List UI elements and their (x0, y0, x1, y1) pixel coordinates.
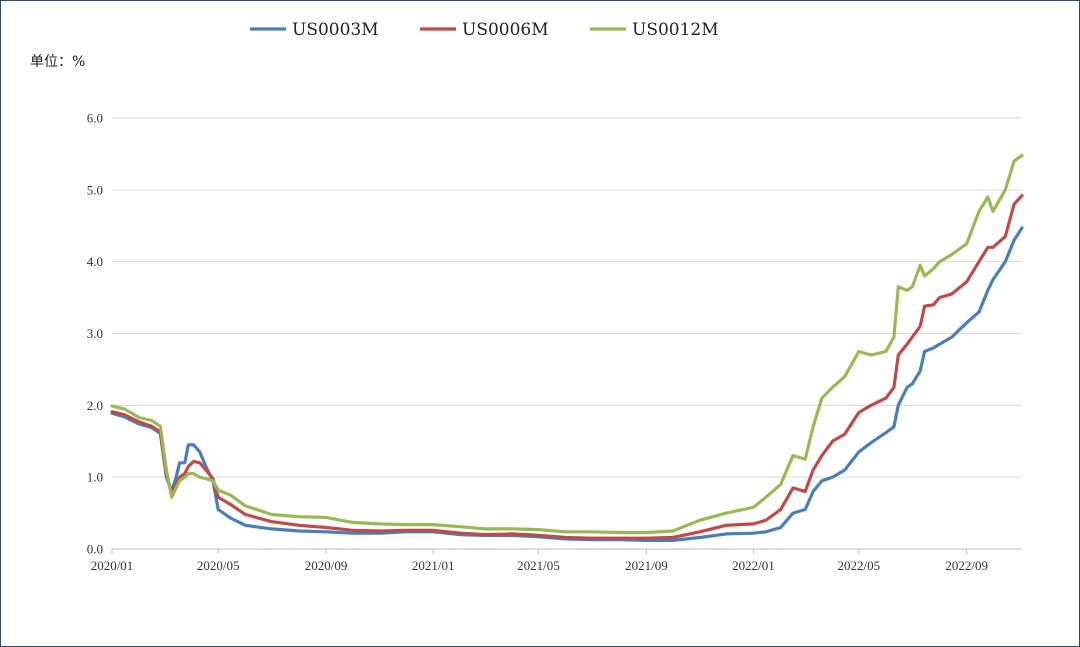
y-tick-label: 5.0 (87, 182, 103, 197)
series-line-us0006m (110, 194, 1024, 540)
grid-lines (112, 117, 1022, 478)
x-tick-label: 2022/09 (945, 558, 988, 573)
y-tick-label: 4.0 (87, 254, 103, 269)
x-tick-label: 2021/05 (517, 558, 560, 573)
series-line-us0003m (110, 226, 1024, 543)
y-tick-label: 1.0 (87, 470, 103, 485)
y-tick-label: 6.0 (87, 111, 103, 126)
x-tick-label: 2021/09 (625, 558, 668, 573)
y-axis-ticks: 0.0 1.0 2.0 3.0 4.0 5.0 6.0 (87, 111, 103, 557)
x-tick-label: 2022/01 (732, 558, 775, 573)
legend-label: US0003M (292, 20, 379, 40)
legend-label: US0006M (462, 20, 549, 40)
series-lines (110, 153, 1024, 543)
x-tick-label: 2020/09 (305, 558, 348, 573)
y-tick-label: 2.0 (87, 398, 103, 413)
x-tick-label: 2020/01 (91, 558, 134, 573)
unit-label: 单位：% (30, 54, 85, 70)
x-tick-label: 2020/05 (197, 558, 240, 573)
x-tick-label: 2021/01 (412, 558, 455, 573)
legend-label: US0012M (632, 20, 719, 40)
series-line-us0012m (110, 153, 1024, 535)
y-tick-label: 3.0 (87, 326, 103, 341)
legend: US0003M US0006M US0012M (250, 20, 719, 40)
y-tick-label: 0.0 (87, 542, 103, 557)
x-axis: 2020/01 2020/05 2020/09 2021/01 2021/05 2021/… (91, 548, 1022, 573)
x-tick-label: 2022/05 (837, 558, 880, 573)
